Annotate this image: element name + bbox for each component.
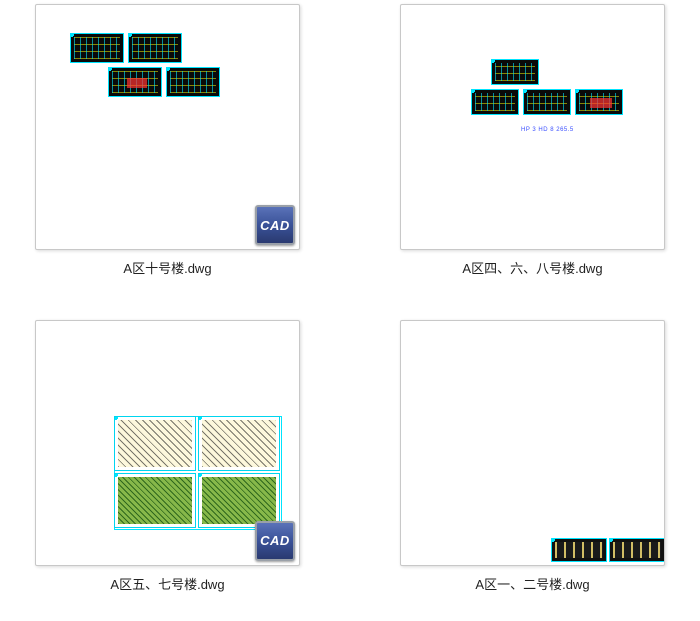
thumbnail-preview[interactable]: HP 3 HD 8 265.5	[400, 4, 665, 250]
file-name-label: A区五、七号楼.dwg	[110, 574, 224, 593]
thumbnail-preview[interactable]: CAD	[35, 4, 300, 250]
cad-preview-content	[114, 416, 282, 530]
file-name-label: A区四、六、八号楼.dwg	[462, 258, 602, 277]
file-item[interactable]: A区一、二号楼.dwg	[385, 320, 680, 618]
thumbnail-preview[interactable]: CAD	[35, 320, 300, 566]
cad-file-icon: CAD	[255, 205, 295, 245]
file-item[interactable]: HP 3 HD 8 265.5 A区四、六、八号楼.dwg	[385, 4, 680, 302]
file-item[interactable]: CAD A区五、七号楼.dwg	[20, 320, 315, 618]
file-name-label: A区十号楼.dwg	[123, 258, 211, 277]
preview-caption: HP 3 HD 8 265.5	[521, 127, 574, 133]
file-thumbnail-grid: CAD A区十号楼.dwg HP 3 HD 8 265.5 A区四、六、八号楼.…	[20, 4, 680, 617]
file-name-label: A区一、二号楼.dwg	[475, 574, 589, 593]
thumbnail-preview[interactable]	[400, 320, 665, 566]
cad-preview-content: HP 3 HD 8 265.5	[401, 5, 664, 249]
file-item[interactable]: CAD A区十号楼.dwg	[20, 4, 315, 302]
cad-preview-content	[551, 538, 666, 564]
cad-file-icon: CAD	[255, 521, 295, 561]
